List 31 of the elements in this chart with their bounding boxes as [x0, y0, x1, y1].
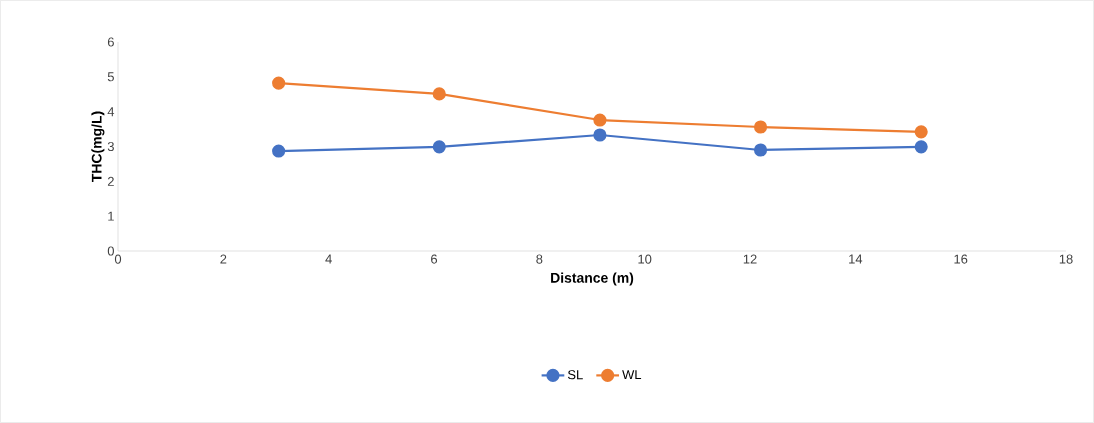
x-tick-label: 6: [431, 254, 438, 264]
point: [593, 128, 607, 142]
point: [753, 143, 768, 157]
point: [753, 120, 768, 134]
y-tick-label: 1: [108, 211, 114, 221]
point: [432, 87, 446, 101]
y-tick-label: 0: [107, 246, 114, 256]
point: [593, 113, 607, 127]
x-tick-label: 0: [114, 254, 122, 264]
point: [914, 140, 928, 154]
point: [914, 125, 928, 139]
point: [272, 76, 286, 90]
y-tick-label: 5: [107, 72, 114, 82]
y-tick-label: 4: [107, 107, 115, 117]
x-tick-label: 10: [638, 254, 652, 264]
x-tick-label: 12: [743, 254, 757, 264]
x-tick-label: 18: [1059, 254, 1073, 264]
x-axis-title: Distance (m): [551, 272, 634, 286]
x-tick-label: 8: [536, 254, 543, 264]
y-axis-title: THC(mg/L): [91, 111, 105, 182]
legend-label: WL: [622, 370, 642, 380]
x-tick-label: 4: [325, 254, 332, 264]
x-tick-label: 2: [220, 254, 227, 264]
y-tick-label: 2: [107, 176, 114, 186]
point: [272, 144, 286, 158]
legend-label: SL: [567, 370, 583, 380]
point: [432, 140, 446, 154]
y-tick-label: 3: [107, 141, 114, 152]
y-tick-label: 6: [107, 37, 114, 47]
x-tick-label: 16: [954, 254, 968, 264]
x-tick-label: 14: [849, 254, 863, 264]
